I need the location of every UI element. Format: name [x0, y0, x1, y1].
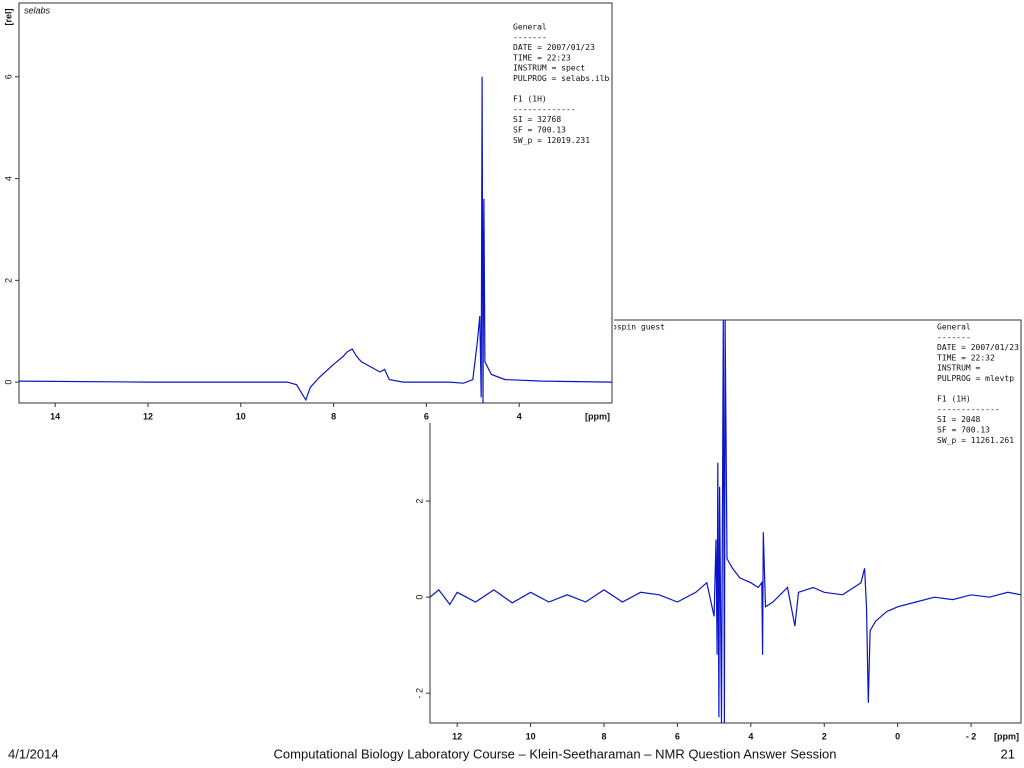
- x-tick-label: 8: [601, 731, 606, 741]
- parameter-line: -------------: [937, 405, 1000, 414]
- x-tick-label: 10: [236, 411, 246, 421]
- x-tick-label: 0: [895, 731, 900, 741]
- spectrum-line: [19, 76, 612, 403]
- parameter-line: INSTRUM = spect: [513, 64, 585, 73]
- footer-page: 21: [1001, 746, 1015, 761]
- x-tick-label: 8: [331, 411, 336, 421]
- y-tick-label: 2: [414, 499, 424, 504]
- parameter-line: -------------: [513, 105, 576, 114]
- parameter-line: -------: [513, 33, 547, 42]
- x-axis-label: [ppm]: [994, 731, 1019, 741]
- parameter-line: General: [937, 323, 971, 332]
- chart-title: ospin guest: [612, 323, 665, 332]
- parameter-line: TIME = 22:32: [937, 353, 995, 362]
- x-tick-label: 10: [526, 731, 536, 741]
- parameter-line: SW_p = 11261.261: [937, 436, 1014, 445]
- x-tick-label: - 2: [966, 731, 977, 741]
- chart-background: [0, 0, 614, 423]
- y-tick-label: 4: [3, 176, 13, 181]
- y-tick-label: 6: [3, 74, 13, 79]
- chart-title: selabs: [24, 5, 51, 15]
- parameter-line: SI = 2048: [937, 415, 981, 424]
- plot-frame: [18, 2, 613, 404]
- parameter-line: PULPROG = mlevtp: [937, 374, 1014, 383]
- parameter-line: F1 (1H): [937, 395, 971, 404]
- x-tick-label: 12: [143, 411, 153, 421]
- charts: 12 10 8 6 4 2 0 - 2 - 2 0 2 [ppm] ospin guest General…: [0, 0, 1022, 742]
- x-tick-label: 14: [50, 411, 60, 421]
- y-tick-label: 2: [3, 278, 13, 283]
- x-tick-label: 6: [675, 731, 680, 741]
- x-tick-label: 6: [424, 411, 429, 421]
- y-tick-label: 0: [414, 595, 424, 600]
- parameter-line: SW_p = 12019.231: [513, 136, 590, 145]
- parameter-line: General: [513, 23, 547, 32]
- footer-title: Computational Biology Laboratory Course …: [274, 746, 837, 761]
- x-tick-label: 12: [452, 731, 462, 741]
- x-tick-label: 4: [517, 411, 522, 421]
- x-tick-label: 4: [748, 731, 753, 741]
- parameter-line: SI = 32768: [513, 115, 561, 124]
- spectrum-line: [430, 320, 1021, 723]
- y-tick-label: 0: [3, 380, 13, 385]
- parameter-line: -------: [937, 333, 971, 342]
- x-tick-label: 2: [822, 731, 827, 741]
- footer-date: 4/1/2014: [8, 746, 59, 761]
- y-axis-label: [rel]: [3, 8, 13, 25]
- parameter-line: INSTRUM =: [937, 364, 981, 373]
- parameter-line: SF = 700.13: [513, 126, 566, 135]
- parameter-line: DATE = 2007/01/23: [513, 43, 595, 52]
- parameter-line: DATE = 2007/01/23: [937, 343, 1019, 352]
- parameter-line: PULPROG = selabs.ilb: [513, 74, 610, 83]
- parameter-line: TIME = 22:23: [513, 53, 571, 62]
- parameter-line: SF = 700.13: [937, 426, 990, 435]
- y-tick-label: - 2: [414, 688, 424, 699]
- x-axis-label: [ppm]: [585, 411, 610, 421]
- parameter-line: F1 (1H): [513, 95, 547, 104]
